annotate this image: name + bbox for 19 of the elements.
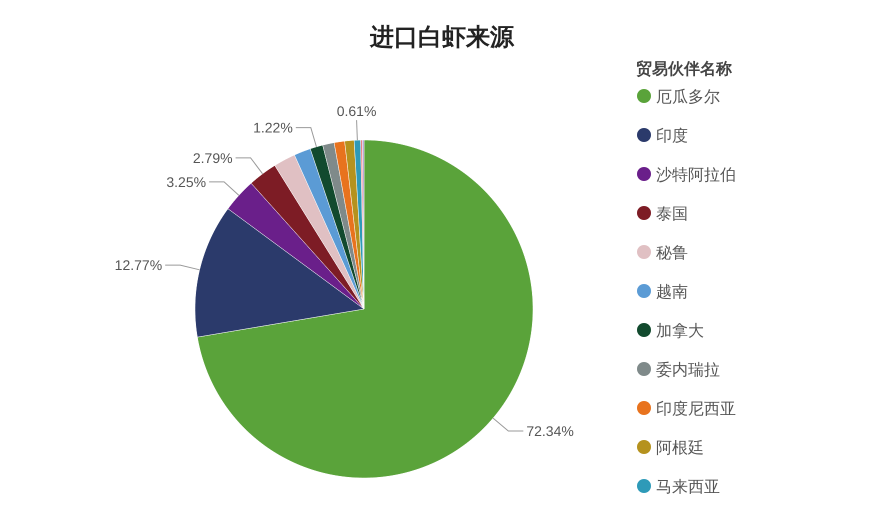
- legend-label: 泰国: [656, 206, 688, 223]
- legend-label: 印度尼西亚: [656, 400, 736, 418]
- data-label: 72.34%: [526, 423, 574, 440]
- legend-label: 厄瓜多尔: [656, 88, 720, 106]
- data-label: 0.61%: [336, 103, 376, 120]
- legend-label: 越南: [656, 283, 688, 301]
- legend-title: 贸易伙伴名称: [636, 60, 732, 78]
- legend-label: 沙特阿拉伯: [656, 166, 736, 184]
- legend-label: 阿根廷: [656, 439, 704, 457]
- data-label: 12.77%: [114, 257, 162, 274]
- legend-label: 加拿大: [656, 322, 704, 340]
- data-label: 2.79%: [192, 150, 233, 166]
- legend-label: 马来西亚: [656, 478, 720, 496]
- legend-label: 委内瑞拉: [656, 361, 720, 379]
- legend-label: 秘鲁: [656, 244, 688, 262]
- data-label: 1.22%: [253, 120, 293, 136]
- legend-label: 印度: [656, 127, 688, 145]
- chart-title: 进口白虾来源: [369, 24, 515, 51]
- data-label: 3.25%: [166, 174, 206, 190]
